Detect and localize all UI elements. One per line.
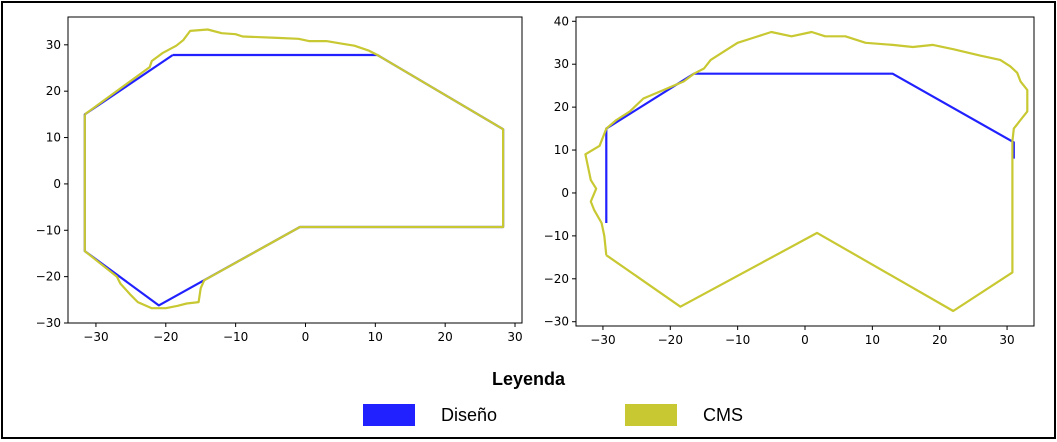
chart2-y-tick-label: −10	[544, 229, 569, 243]
legend-label-diseno: Diseño	[441, 404, 498, 425]
chart2-x-tick-label: 30	[999, 333, 1014, 347]
chart2-x-tick-label: −30	[590, 333, 615, 347]
chart2-y-tick-label: −20	[544, 272, 569, 286]
chart1-y-tick-label: −20	[36, 270, 61, 284]
legend-swatch-cms	[625, 404, 677, 426]
chart1-series-cms-line	[83, 28, 505, 310]
charts-canvas: −30 −20 −10 0 10 20 30 −30 −20 −10 0 10 20 30 −30 −20 −1…	[36, 14, 1035, 347]
chart1-x-tick-label: −20	[153, 330, 178, 344]
chart1-x-tick-label: −30	[83, 330, 108, 344]
chart2-series-diseno-line	[605, 72, 1015, 223]
chart1-x-tick-label: 20	[438, 330, 453, 344]
chart2-y-tick-label: 40	[554, 14, 569, 28]
chart1-y-tick-label: 10	[46, 131, 61, 145]
chart1-y-tick-label: −10	[36, 223, 61, 237]
chart1-y-tick-label: 20	[46, 84, 61, 98]
chart2-x-tick-label: −10	[725, 333, 750, 347]
chart1-x-tick-label: 0	[302, 330, 310, 344]
legend-item-diseno: Diseño	[363, 403, 497, 427]
chart1-y-tick-label: 30	[46, 38, 61, 52]
chart2-x-tick-label: 10	[865, 333, 880, 347]
chart2-x-tick-label: 0	[801, 333, 809, 347]
chart2-y-tick-label: 30	[554, 57, 569, 71]
chart2-y-tick-label: 20	[554, 100, 569, 114]
legend-item-cms: CMS	[625, 403, 743, 427]
chart2-series-cms-line	[584, 30, 1029, 313]
legend-title: Leyenda	[491, 369, 566, 389]
chart1-x-tick-label: 10	[368, 330, 383, 344]
legend-swatch-diseno	[363, 404, 415, 426]
chart1-y-tick-label: −30	[36, 316, 61, 330]
chart1-y-tick-label: 0	[53, 177, 61, 191]
chart2-x-tick-label: −20	[658, 333, 683, 347]
chart2-y-tick-label: −30	[544, 315, 569, 329]
chart1-x-tick-label: 30	[507, 330, 522, 344]
chart2-y-tick-label: 0	[561, 186, 569, 200]
chart1-plot-frame	[67, 16, 523, 324]
chart2-x-tick-label: 20	[932, 333, 947, 347]
chart2-y-tick-label: 10	[554, 143, 569, 157]
chart2-plot-frame	[575, 16, 1035, 327]
legend-label-cms: CMS	[703, 404, 743, 425]
chart1-x-tick-label: −10	[223, 330, 248, 344]
